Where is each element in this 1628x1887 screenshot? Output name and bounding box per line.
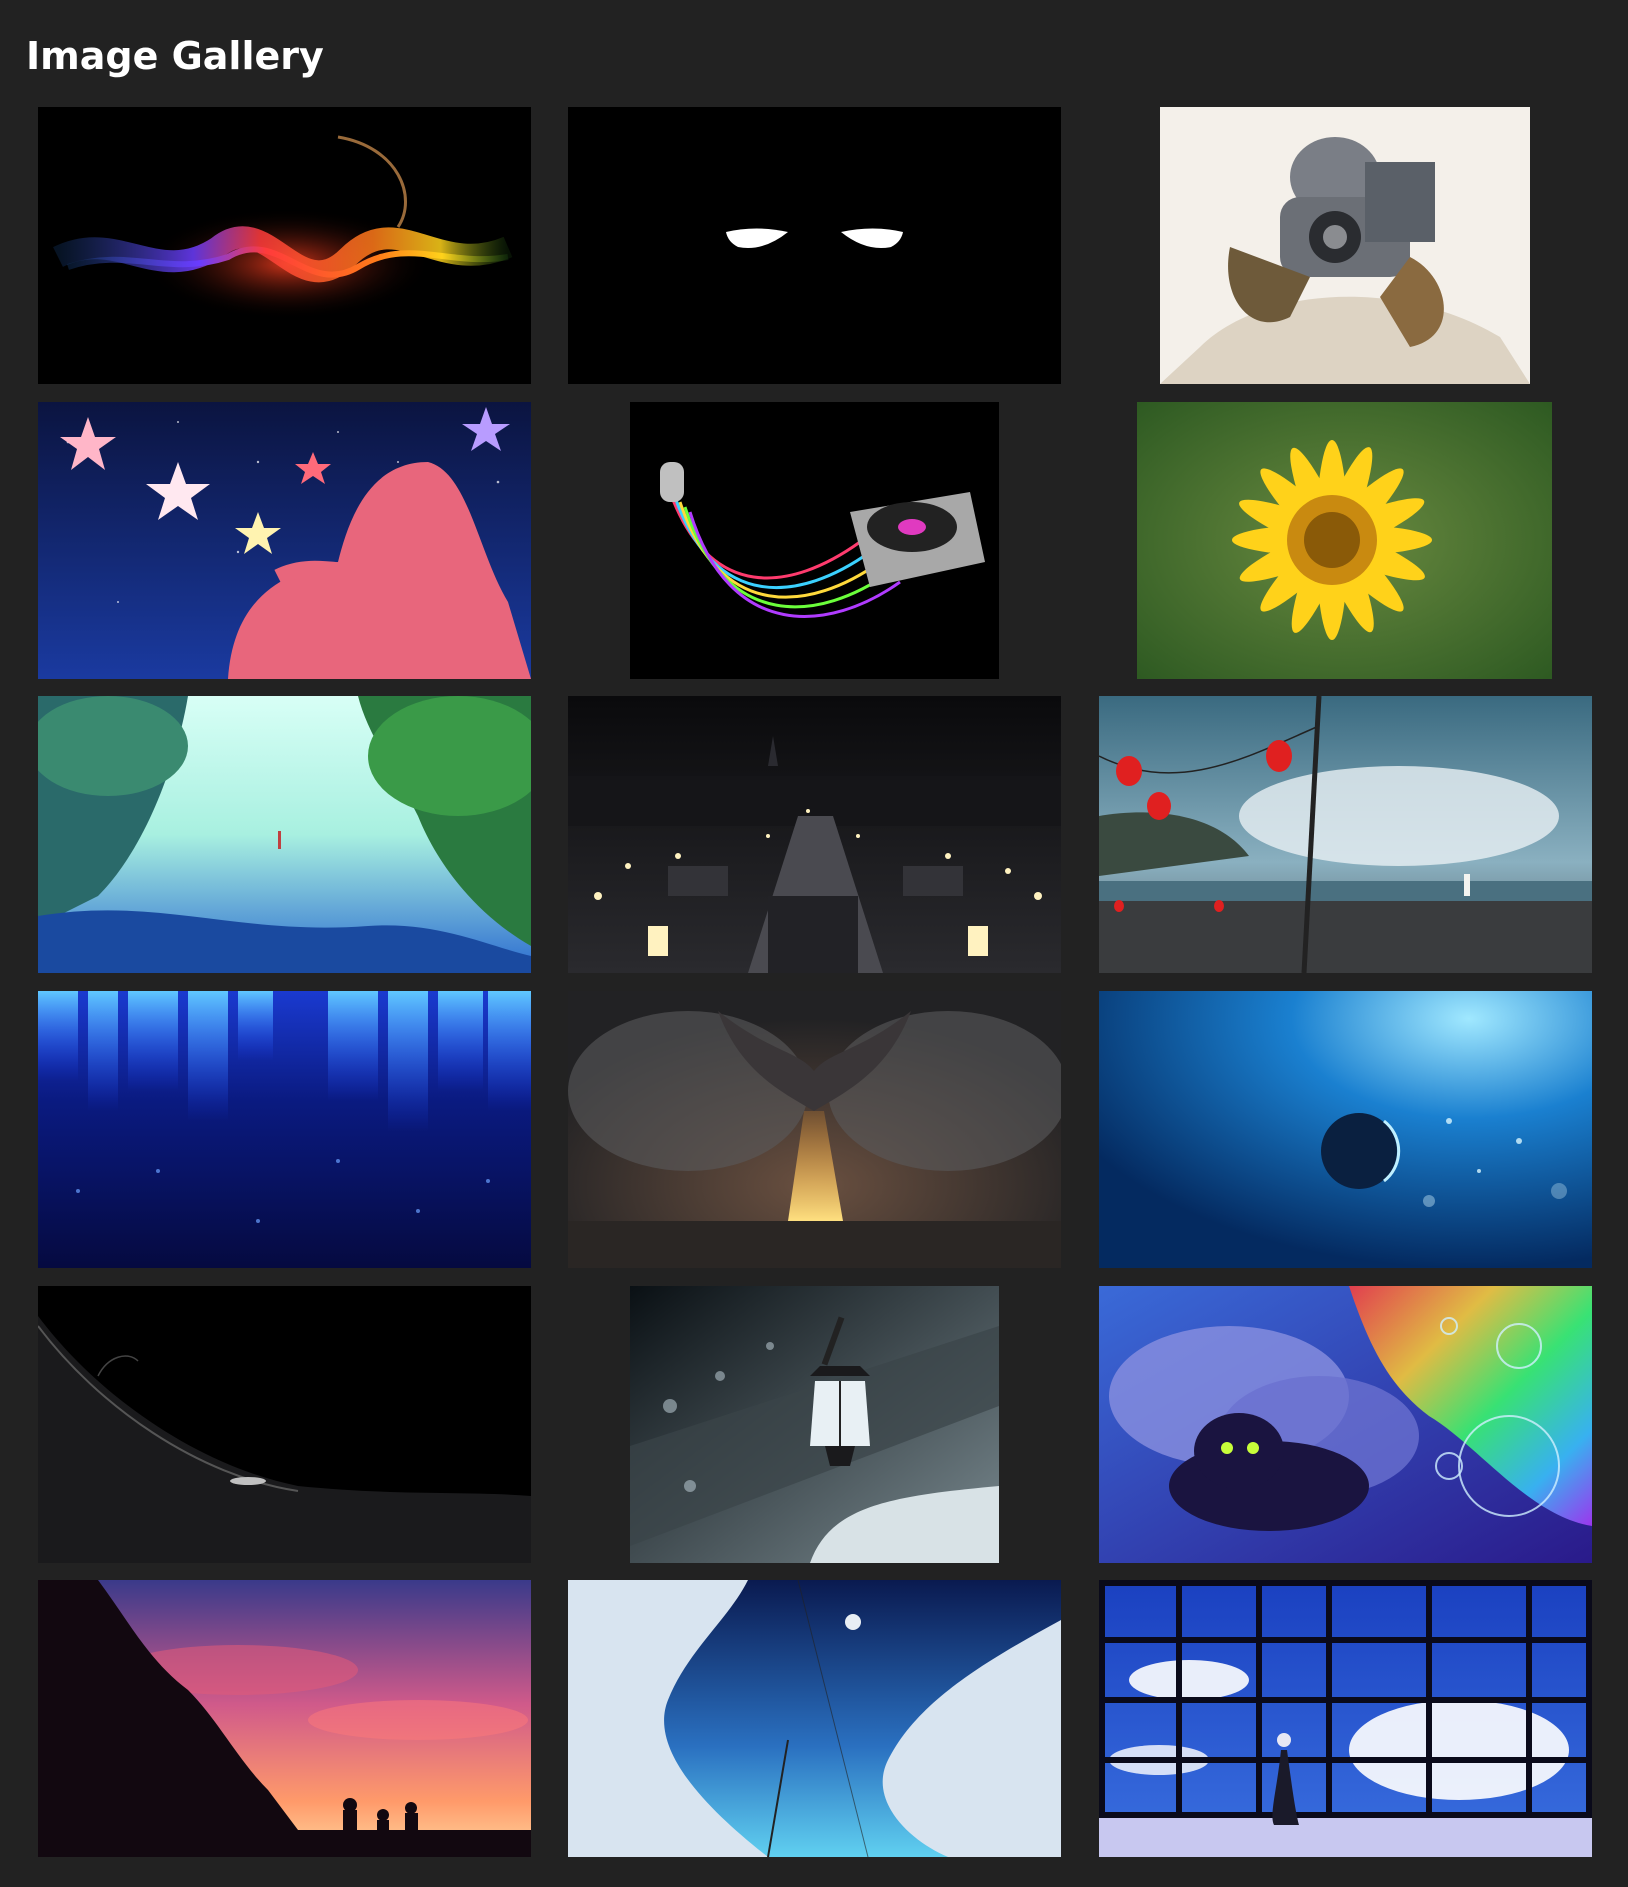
star-silhouette-image — [38, 402, 531, 679]
street-lamp-snow-image — [630, 1286, 999, 1563]
blue-aurora-image — [38, 991, 531, 1268]
fire-dragon-image — [568, 991, 1061, 1268]
gallery-item-14[interactable] — [630, 1286, 999, 1563]
gallery-item-11[interactable] — [568, 991, 1061, 1268]
turntable-music-image — [630, 402, 999, 679]
forest-lake-image — [38, 696, 531, 973]
gallery-item-16[interactable] — [38, 1580, 531, 1857]
robot-painting-image — [1160, 107, 1530, 384]
gallery-item-10[interactable] — [38, 991, 531, 1268]
glowing-eyes-image — [568, 107, 1061, 384]
gallery-item-2[interactable] — [568, 107, 1061, 384]
underwater-planet-image — [1099, 991, 1592, 1268]
rainbow-wave-image — [38, 107, 531, 384]
gallery-item-12[interactable] — [1099, 991, 1592, 1268]
yellow-flower-image — [1137, 402, 1552, 679]
page-title: Image Gallery — [26, 30, 324, 82]
window-clouds-room-image — [1099, 1580, 1592, 1857]
gallery-item-1[interactable] — [38, 107, 531, 384]
gallery-item-6[interactable] — [1137, 402, 1552, 679]
sky-clouds-moon-image — [568, 1580, 1061, 1857]
dark-landscape-image — [38, 1286, 531, 1563]
gallery-item-18[interactable] — [1099, 1580, 1592, 1857]
night-city-park-image — [568, 696, 1061, 973]
gallery-item-13[interactable] — [38, 1286, 531, 1563]
gallery-item-9[interactable] — [1099, 696, 1592, 973]
gallery-item-4[interactable] — [38, 402, 531, 679]
cat-rainbow-clouds-image — [1099, 1286, 1592, 1563]
gallery-item-8[interactable] — [568, 696, 1061, 973]
sunset-silhouettes-image — [38, 1580, 531, 1857]
gallery-item-15[interactable] — [1099, 1286, 1592, 1563]
gallery-item-7[interactable] — [38, 696, 531, 973]
gallery-item-17[interactable] — [568, 1580, 1061, 1857]
lantern-harbor-image — [1099, 696, 1592, 973]
gallery-item-5[interactable] — [630, 402, 999, 679]
gallery-item-3[interactable] — [1160, 107, 1530, 384]
